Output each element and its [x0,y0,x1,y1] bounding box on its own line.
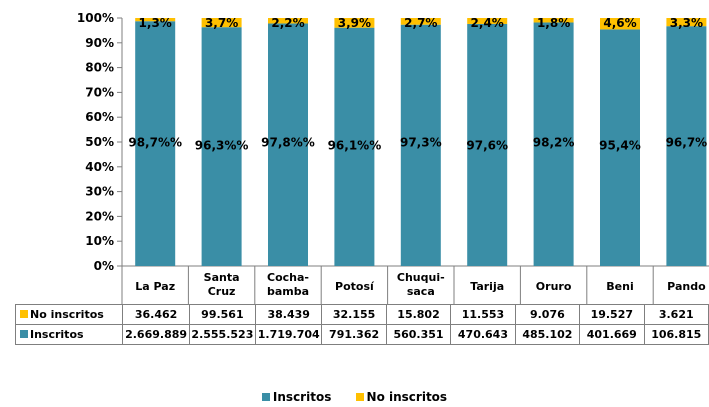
data-label-no-inscritos: 3,3% [670,16,703,30]
table-cell: 560.351 [385,324,452,345]
data-label-no-inscritos: 2,7% [404,16,437,30]
data-label-inscritos: 97,3% [400,135,442,149]
category-label: Beni [606,280,633,293]
table-cell: 401.669 [579,324,645,345]
data-label-inscritos: 96,7% [666,135,708,149]
category-label: La Paz [135,280,175,293]
table-cell: 791.362 [321,324,387,345]
bar-no-inscritos [467,18,508,24]
table-cell: 1.719.704 [255,324,323,345]
y-tick-label: 70% [85,85,114,99]
table-cell: 2.669.889 [122,324,190,345]
inscritos-swatch [20,330,28,338]
table-cell: 3.621 [643,304,709,325]
category-label: Chuqui- [397,271,445,284]
table-cell: 9.076 [514,304,581,325]
category-label: Cocha- [267,271,309,284]
y-tick-label: 80% [85,61,114,75]
category-label: Santa [204,271,240,284]
data-label-no-inscritos: 2,2% [271,16,304,30]
table-cell: 32.155 [321,304,387,325]
bar-inscritos [467,23,508,267]
table-cell: 106.815 [643,324,709,345]
data-label-no-inscritos: 3,9% [338,16,371,30]
bar-inscritos [334,27,375,267]
bar-no-inscritos [334,18,375,28]
data-label-inscritos: 95,4% [599,138,641,152]
data-label-inscritos: 98,7%% [128,135,182,149]
row-label: No inscritos [30,308,104,321]
table-cell: 485.102 [514,324,581,345]
bar-no-inscritos [666,18,707,27]
legend-item-no-inscritos: No inscritos [355,390,448,404]
bar-inscritos [268,23,308,267]
legend-item-inscritos: Inscritos [261,390,332,404]
data-label-no-inscritos: 3,7% [205,16,238,30]
bar-no-inscritos [268,18,308,24]
table-row-inscritos: Inscritos 2.669.889 2.555.523 1.719.704 … [14,324,709,345]
table-row-no-inscritos: No inscritos 36.462 99.561 38.439 32.155… [14,304,709,325]
data-label-no-inscritos: 1,3% [139,16,172,30]
bar-inscritos [201,27,242,267]
data-label-inscritos: 97,8%% [261,135,315,149]
y-tick-label: 60% [85,110,114,124]
y-tick-label: 10% [85,234,114,248]
table-cell: 19.527 [579,304,645,325]
y-tick-label: 50% [85,135,114,149]
data-label-inscritos: 96,1%% [328,138,382,152]
table-cell: 15.802 [385,304,452,325]
data-label-no-inscritos: 4,6% [603,16,636,30]
table-cell: 99.561 [188,304,257,325]
bar-no-inscritos [135,18,176,22]
no-inscritos-swatch [20,310,28,318]
bar-inscritos [666,26,707,266]
bar-inscritos [135,21,176,266]
table-cell: 11.553 [450,304,516,325]
y-tick-label: 0% [94,259,114,273]
y-tick-label: 100% [77,11,114,25]
category-label: bamba [267,285,309,298]
category-label: saca [407,285,435,298]
data-label-no-inscritos: 2,4% [471,16,504,30]
stacked-bar-chart: 0% 10% 20% 30% 40% 50% 60% 70% 80% 90% 100% 98,7%% 1… [77,11,709,305]
data-label-no-inscritos: 1,8% [537,16,570,30]
bar-no-inscritos [201,18,242,28]
category-label: Oruro [536,280,572,293]
y-tick-label: 40% [85,160,114,174]
data-table: No inscritos 36.462 99.561 38.439 32.155… [14,304,709,345]
bar-inscritos [533,22,574,266]
legend-swatch-inscritos [261,393,270,401]
category-label: Potosí [335,280,375,293]
table-cell: 470.643 [450,324,516,345]
bar-inscritos [600,29,640,266]
row-label: Inscritos [30,328,84,341]
table-cell: 38.439 [255,304,323,325]
data-label-inscritos: 98,2% [533,135,575,149]
bar-no-inscritos [400,18,441,25]
legend-label: No inscritos [366,390,448,404]
y-tick-label: 20% [85,209,114,223]
table-cell: 2.555.523 [188,324,257,345]
category-label: Cruz [208,285,236,298]
category-label: Tarija [470,280,504,293]
legend-label: Inscritos [272,390,332,404]
bar-no-inscritos [600,18,640,30]
row-header-inscritos: Inscritos [14,324,124,345]
category-label: Pando [667,280,706,293]
table-cell: 36.462 [122,304,190,325]
row-header-no-inscritos: No inscritos [14,304,124,325]
bar-no-inscritos [533,18,574,23]
data-label-inscritos: 97,6% [466,138,508,152]
y-tick-label: 90% [85,36,114,50]
legend-swatch-no-inscritos [355,393,364,401]
legend: Inscritos No inscritos [0,390,709,404]
y-tick-label: 30% [85,185,114,199]
data-label-inscritos: 96,3%% [195,138,249,152]
bar-inscritos [400,24,441,266]
